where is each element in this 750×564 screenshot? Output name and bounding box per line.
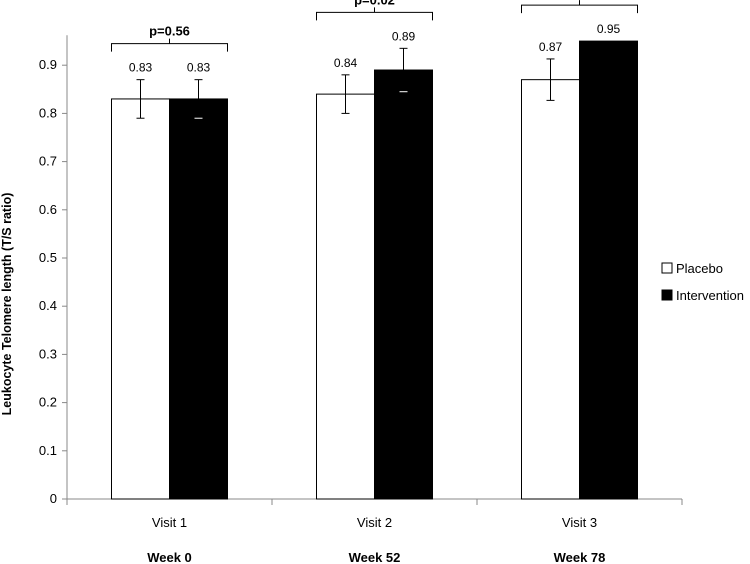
- week-label: Week 52: [349, 550, 401, 564]
- bar-placebo: [111, 98, 170, 500]
- bars: [111, 40, 638, 500]
- y-tick-label: 0.6: [39, 202, 57, 217]
- value-label: 0.83: [129, 61, 153, 75]
- legend-swatch-intervention: [661, 289, 673, 301]
- value-label: 0.83: [187, 61, 211, 75]
- value-label: 0.87: [539, 40, 563, 54]
- bar-placebo: [521, 79, 580, 500]
- y-tick-label: 0.3: [39, 346, 57, 361]
- y-tick-label: 0.4: [39, 298, 57, 313]
- value-label: 0.89: [392, 29, 416, 43]
- value-label: 0.84: [334, 56, 358, 70]
- legend-swatch-placebo: [661, 262, 673, 274]
- y-axis-title: Leukocyte Telomere length (T/S ratio): [0, 193, 14, 416]
- week-label: Week 78: [554, 550, 606, 564]
- bar-placebo: [316, 93, 375, 500]
- y-tick-label: 0.1: [39, 443, 57, 458]
- legend-label-placebo: Placebo: [676, 261, 723, 276]
- y-tick-label: 0: [50, 491, 57, 506]
- week-label: Week 0: [147, 550, 192, 564]
- p-value-bracket: [111, 43, 228, 52]
- y-tick-label: 0.7: [39, 154, 57, 169]
- bar-intervention: [374, 69, 433, 500]
- x-tick-label: Visit 3: [562, 515, 597, 530]
- y-tick-label: 0.2: [39, 395, 57, 410]
- p-value-bracket: [521, 4, 638, 14]
- y-tick-label: 0.5: [39, 250, 57, 265]
- y-tick-label: 0.8: [39, 105, 57, 120]
- p-value-label: p=0.56: [149, 24, 190, 39]
- legend-label-intervention: Intervention: [676, 288, 744, 303]
- labels: 0.83 0.83 p=0.56 Visit 1 Week 0 0.84 0.89 p=0.0…: [111, 0, 638, 564]
- x-tick-label: Visit 2: [357, 515, 392, 530]
- p-value-label: p=0.02: [354, 0, 395, 7]
- value-label: 0.95: [597, 22, 621, 36]
- x-tick-label: Visit 1: [152, 515, 187, 530]
- y-tick-label: 0.9: [39, 57, 57, 72]
- p-value-bracket: [316, 11, 433, 21]
- bar-intervention: [169, 98, 228, 500]
- bar-intervention: [579, 40, 638, 500]
- legend: Placebo Intervention: [661, 261, 744, 303]
